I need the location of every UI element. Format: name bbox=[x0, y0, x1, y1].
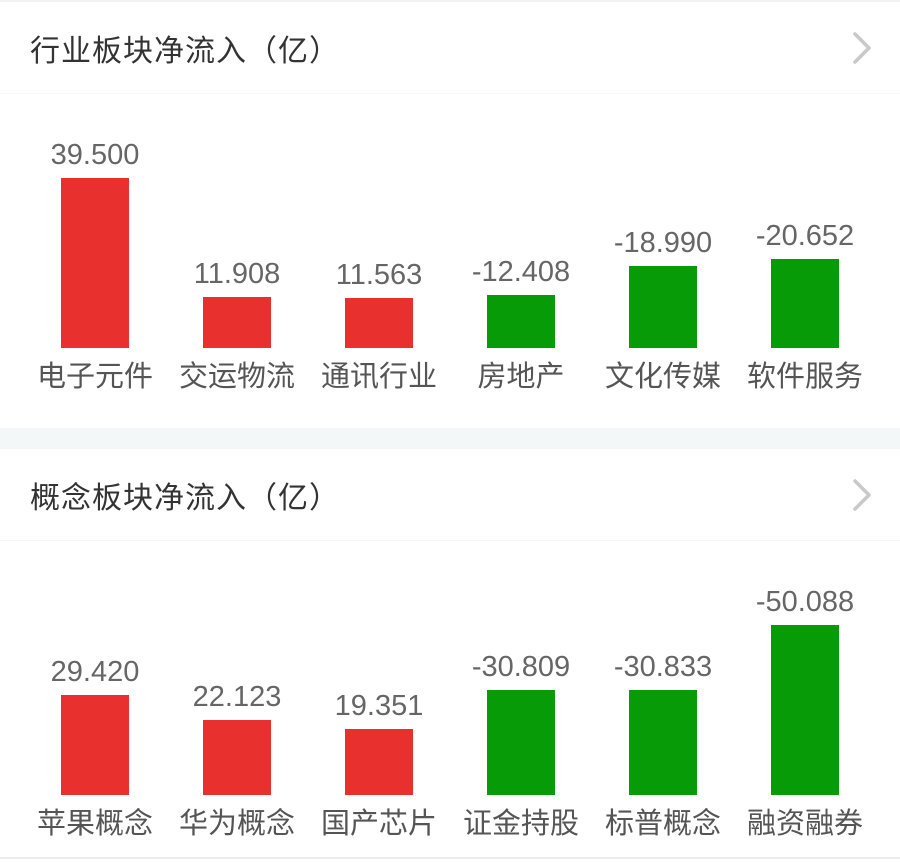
bar-category-label: 软件服务 bbox=[746, 361, 863, 393]
bar-category-label: 国产芯片 bbox=[320, 808, 437, 840]
concept-section-title: 概念板块净流入（亿） bbox=[30, 481, 340, 515]
bottom-divider bbox=[0, 857, 900, 859]
bar-value-label: -30.833 bbox=[613, 651, 713, 683]
bar-value-label: 29.420 bbox=[50, 656, 140, 688]
industry-section: 行业板块净流入（亿） 39.500 电子元件 11.908 交运物流 11.563 通讯行… bbox=[0, 2, 900, 428]
bar-column: 11.563 通讯行业 bbox=[308, 258, 450, 396]
bar-value-label: 11.908 bbox=[193, 258, 281, 290]
bar-category-label: 证金持股 bbox=[462, 808, 579, 840]
bar-value-label: 22.123 bbox=[192, 681, 282, 713]
bar[interactable] bbox=[61, 695, 129, 795]
bar-value-label: 11.563 bbox=[335, 259, 423, 291]
section-separator bbox=[0, 428, 900, 449]
bar-column: -18.990 文化传媒 bbox=[592, 226, 734, 396]
bar-column: -50.088 融资融券 bbox=[734, 585, 876, 843]
bar-value-label: -30.809 bbox=[471, 651, 571, 683]
chevron-right-icon[interactable] bbox=[852, 477, 872, 513]
bar[interactable] bbox=[345, 298, 413, 348]
bar[interactable] bbox=[629, 690, 697, 795]
industry-section-title: 行业板块净流入（亿） bbox=[30, 34, 340, 68]
bar-column: 19.351 国产芯片 bbox=[308, 689, 450, 843]
bar-column: -20.652 软件服务 bbox=[734, 219, 876, 396]
bar-column: -30.833 标普概念 bbox=[592, 650, 734, 843]
bar-column: 22.123 华为概念 bbox=[166, 680, 308, 843]
bar-value-label: 39.500 bbox=[50, 139, 140, 171]
industry-section-header[interactable]: 行业板块净流入（亿） bbox=[0, 2, 900, 94]
bar-category-label: 华为概念 bbox=[178, 808, 295, 840]
bar[interactable] bbox=[61, 178, 129, 348]
bar-value-label: -18.990 bbox=[613, 227, 713, 259]
bar-category-label: 融资融券 bbox=[746, 808, 863, 840]
bar[interactable] bbox=[487, 690, 555, 795]
chevron-right-icon[interactable] bbox=[852, 30, 872, 66]
bar-column: -30.809 证金持股 bbox=[450, 650, 592, 843]
bar-value-label: -20.652 bbox=[755, 220, 855, 252]
bar[interactable] bbox=[203, 297, 271, 348]
bar-category-label: 房地产 bbox=[477, 361, 565, 393]
bar-category-label: 文化传媒 bbox=[604, 361, 721, 393]
bar[interactable] bbox=[203, 720, 271, 795]
bar-column: 39.500 电子元件 bbox=[24, 138, 166, 396]
bar[interactable] bbox=[771, 259, 839, 348]
industry-bar-chart: 39.500 电子元件 11.908 交运物流 11.563 通讯行业 -12.408 房地产… bbox=[0, 94, 900, 428]
bar-category-label: 交运物流 bbox=[178, 361, 295, 393]
bar-value-label: 19.351 bbox=[334, 690, 424, 722]
bar-category-label: 标普概念 bbox=[604, 808, 721, 840]
bar-column: -12.408 房地产 bbox=[450, 255, 592, 396]
concept-section: 概念板块净流入（亿） 29.420 苹果概念 22.123 华为概念 19.351 国产芯… bbox=[0, 449, 900, 857]
bar-category-label: 苹果概念 bbox=[36, 808, 153, 840]
bar-category-label: 电子元件 bbox=[36, 361, 153, 393]
bar-column: 29.420 苹果概念 bbox=[24, 655, 166, 843]
bar-value-label: -12.408 bbox=[471, 256, 571, 288]
concept-section-header[interactable]: 概念板块净流入（亿） bbox=[0, 449, 900, 541]
bar[interactable] bbox=[629, 266, 697, 348]
bar-column: 11.908 交运物流 bbox=[166, 257, 308, 396]
bar[interactable] bbox=[771, 625, 839, 795]
bar[interactable] bbox=[487, 295, 555, 348]
bar-category-label: 通讯行业 bbox=[320, 361, 437, 393]
bar[interactable] bbox=[345, 729, 413, 795]
concept-bar-chart: 29.420 苹果概念 22.123 华为概念 19.351 国产芯片 -30.809 证金持… bbox=[0, 541, 900, 857]
bar-value-label: -50.088 bbox=[755, 586, 855, 618]
